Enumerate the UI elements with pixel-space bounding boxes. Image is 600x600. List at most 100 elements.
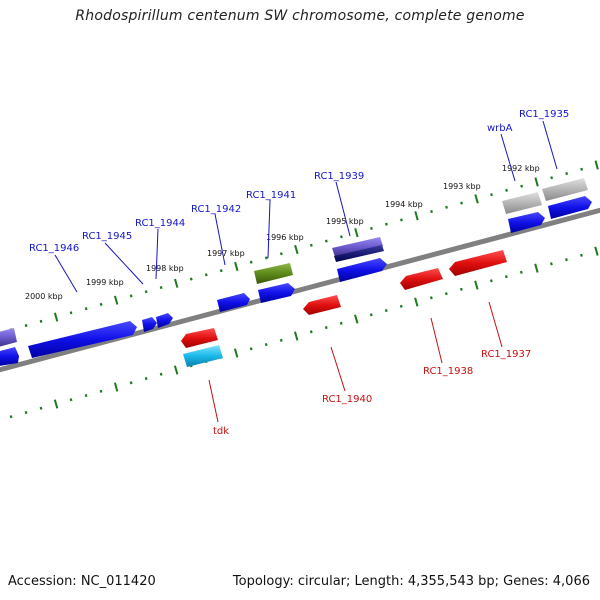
gene-arrow-rc1-1939-navy[interactable] [334,245,384,262]
gene-arrow-rc1-1938[interactable] [400,268,443,290]
upper-scale-major-tick [354,228,359,238]
upper-scale-minor-tick [400,218,403,222]
gene-label-rc1-1941[interactable]: RC1_1941 [246,190,296,201]
lower-scale-major-tick [474,280,479,290]
lower-scale-minor-tick [339,321,343,325]
gene-arrow-tdk-cyan[interactable] [183,345,223,367]
gene-arrow-rc1-1941[interactable] [258,283,295,303]
lower-scale-minor-tick [69,398,73,402]
reverse-gene-labels: tdk RC1_1940 RC1_1938 RC1_1937 [213,349,531,437]
scale-label-1998: 1998 kbp [146,264,184,273]
accession-text: Accession: NC_011420 [8,574,156,589]
upper-scale-minor-tick [430,210,433,214]
gene-arrow-purple-left[interactable] [0,328,17,347]
lower-scale-minor-tick [324,326,328,330]
gene-arrow-rc1-1939-purple[interactable] [332,237,383,257]
upper-scale-ticks [9,160,599,332]
upper-scale-minor-tick [264,256,268,260]
gene-label-rc1-1944[interactable]: RC1_1944 [135,218,185,229]
upper-scale-minor-tick [159,286,163,290]
gene-arrow-rc1-1939[interactable] [337,258,387,282]
upper-scale-minor-tick [445,205,448,209]
upper-scale-minor-tick [460,201,463,205]
upper-scale-major-tick [234,261,239,272]
upper-scale-minor-tick [385,222,388,226]
upper-scale-minor-tick [249,260,253,264]
lower-scale-major-tick [294,331,299,341]
lower-scale-minor-tick [279,338,283,342]
lower-scale-minor-tick [549,262,553,266]
gene-label-rc1-1939[interactable]: RC1_1939 [314,171,364,182]
gene-arrow-rc1-1935[interactable] [548,196,592,219]
upper-scale-minor-tick [24,324,28,328]
gene-label-rc1-1942[interactable]: RC1_1942 [191,204,241,215]
upper-scale-minor-tick [324,239,328,243]
gene-arrow-rc1-1937[interactable] [449,250,507,276]
upper-scale-minor-tick [565,172,569,176]
scale-label-2000: 2000 kbp [25,292,63,301]
lower-scale-major-tick [414,297,419,307]
gene-label-tdk[interactable]: tdk [213,426,229,437]
gene-arrow-wrba[interactable] [508,212,545,233]
upper-scale-minor-tick [219,269,223,273]
upper-scale-minor-tick [339,235,343,239]
chromosome-backbone [0,207,600,373]
scale-label-1992: 1992 kbp [502,164,540,173]
scale-label-1995: 1995 kbp [326,217,364,226]
lower-scale-minor-tick [399,304,403,308]
lower-scale-minor-tick [444,292,448,296]
gene-label-rc1-1945[interactable]: RC1_1945 [82,231,132,242]
upper-scale-minor-tick [99,302,103,306]
lower-scale-major-tick [233,348,239,358]
upper-scale-major-tick [414,211,419,221]
upper-scale-minor-tick [505,188,508,192]
lower-scale-major-tick [534,263,539,273]
lower-scale-minor-tick [264,342,268,347]
gene-arrow-rc1-1942[interactable] [217,293,250,312]
upper-scale-minor-tick [189,277,193,281]
gene-label-rc1-1946[interactable]: RC1_1946 [29,243,79,254]
gene-arrow-rc1-1945[interactable] [142,317,157,332]
gene-label-rc1-1940[interactable]: RC1_1940 [322,394,372,405]
gene-arrow-tdk-red[interactable] [181,328,218,348]
gene-arrow-rc1-1941-green[interactable] [254,263,293,284]
lower-scale-major-tick [354,314,359,324]
upper-scale-minor-tick [580,167,584,171]
upper-scale-major-tick [174,278,179,288]
lower-scale-ticks [9,246,599,419]
gene-arrow-wrba-grey[interactable] [502,192,542,214]
upper-scale-major-tick [53,312,59,322]
lower-scale-minor-tick [144,377,148,381]
lower-scale-minor-tick [504,275,508,279]
upper-scale-minor-tick [204,273,208,277]
upper-scale-minor-tick [69,311,73,315]
gene-arrow-blue-left[interactable] [0,347,19,366]
lower-scale-minor-tick [309,330,313,334]
lower-scale-minor-tick [369,313,373,317]
lower-scale-minor-tick [565,258,568,262]
scale-label-1999: 1999 kbp [86,278,124,287]
upper-scale-minor-tick [129,294,133,298]
lower-scale-minor-tick [24,411,28,415]
gene-arrow-rc1-1946[interactable] [28,321,137,358]
upper-scale-major-tick [113,295,119,305]
gene-arrow-rc1-1940[interactable] [303,295,341,315]
gene-label-rc1-1938[interactable]: RC1_1938 [423,366,473,377]
lower-scale-major-tick [594,246,599,256]
topology-text: Topology: circular; Length: 4,355,543 bp… [232,574,590,589]
upper-scale-minor-tick [370,226,373,230]
upper-scale-minor-tick [309,243,313,247]
gene-arrow-rc1-1935-grey[interactable] [542,178,588,201]
lower-scale-minor-tick [99,389,103,393]
gene-arrow-rc1-1944[interactable] [156,313,173,328]
scale-labels: 2000 kbp 1999 kbp 1998 kbp 1997 kbp 1996… [25,164,540,301]
forward-genes[interactable] [0,178,592,366]
reverse-genes[interactable] [181,250,507,367]
gene-label-rc1-1937[interactable]: RC1_1937 [481,349,531,360]
gene-label-rc1-1935[interactable]: RC1_1935 [519,109,569,120]
lower-scale-minor-tick [489,279,493,283]
gene-label-wrba[interactable]: wrbA [487,123,513,134]
forward-gene-labels: RC1_1946 RC1_1945 RC1_1944 RC1_1942 RC1_… [29,109,569,254]
upper-scale-minor-tick [520,184,524,188]
